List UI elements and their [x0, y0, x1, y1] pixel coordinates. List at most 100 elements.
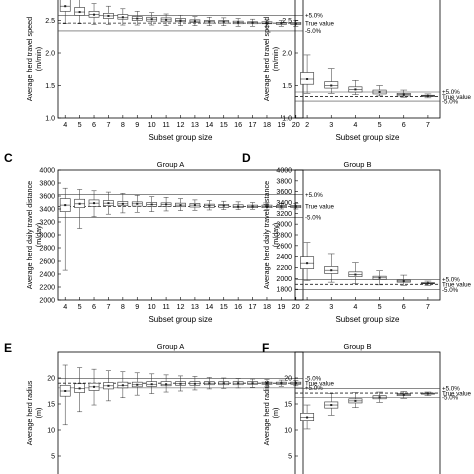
mean-marker — [265, 382, 268, 385]
y-tick-label: 2400 — [276, 254, 292, 261]
x-axis-label: Subset group size — [335, 315, 400, 324]
panel-d: +5.0%True value-5.0%2 3 4 5 6 740003800360034… — [242, 151, 472, 324]
mean-marker — [179, 19, 182, 22]
mean-marker — [294, 22, 297, 25]
x-tick-label: 14 — [205, 120, 213, 129]
y-axis-label-unit: (m) — [271, 408, 280, 419]
panel-letter: E — [4, 341, 12, 355]
y-tick-label: 4000 — [276, 168, 292, 175]
reference-label: -5.0% — [305, 376, 322, 383]
y-axis-label: Average herd daily travel distance(m/day… — [25, 181, 43, 289]
mean-marker — [402, 93, 405, 96]
mean-marker — [165, 383, 168, 386]
y-axis-label: Average herd radius(m) — [25, 380, 43, 445]
mean-marker — [107, 14, 110, 17]
x-axis-label: Subset group size — [335, 133, 400, 142]
plot-frame — [294, 169, 441, 301]
x-tick-label: 10 — [148, 120, 156, 129]
x-tick-label: 7 — [106, 120, 110, 129]
x-tick-label: 11 — [162, 120, 169, 129]
x-tick-label: 2 — [305, 120, 309, 129]
mean-marker — [330, 404, 333, 407]
y-tick-label: 1.0 — [282, 116, 292, 123]
y-tick-label: 1.0 — [45, 116, 55, 123]
mean-marker — [222, 382, 225, 385]
mean-marker — [237, 205, 240, 208]
y-tick-label: 5 — [51, 454, 55, 461]
x-tick-label: 17 — [249, 120, 257, 129]
mean-marker — [378, 276, 381, 279]
mean-marker — [330, 269, 333, 272]
mean-marker — [251, 382, 254, 385]
mean-marker — [136, 202, 139, 205]
y-tick-label: 2200 — [39, 285, 55, 292]
x-tick-label: 13 — [191, 302, 199, 311]
x-tick-label: 15 — [220, 120, 228, 129]
y-tick-label: 1.5 — [45, 83, 55, 90]
x-tick-label: 18 — [263, 120, 271, 129]
x-tick-label: 2 — [305, 302, 309, 311]
y-tick-label: 2200 — [276, 265, 292, 272]
y-tick-label: 3200 — [39, 220, 55, 227]
x-tick-label: 6 — [92, 302, 96, 311]
y-tick-label: 20 — [47, 376, 55, 383]
y-axis-label-text: Average herd daily travel distance — [25, 181, 34, 289]
y-tick-label: 3000 — [39, 233, 55, 240]
mean-marker — [265, 205, 268, 208]
x-tick-label: 4 — [353, 302, 357, 311]
panel-title: Group B — [344, 342, 372, 351]
mean-marker — [330, 84, 333, 87]
mean-marker — [237, 21, 240, 24]
mean-marker — [280, 382, 283, 385]
mean-marker — [306, 78, 309, 80]
y-tick-label: 2600 — [276, 243, 292, 250]
x-tick-label: 7 — [426, 302, 430, 311]
x-tick-label: 19 — [277, 120, 285, 129]
x-tick-label: 15 — [220, 302, 228, 311]
panel-a: +5.0%True value-5.0% 4 5 6 7 8 9 10 11 12 13 14 15 16… — [25, 0, 335, 142]
mean-marker — [354, 88, 357, 91]
reference-label: True value — [442, 94, 472, 101]
y-tick-label: 4000 — [39, 168, 55, 175]
y-tick-label: 3600 — [39, 194, 55, 201]
y-axis-label-text: Average herd travel speed — [262, 17, 271, 101]
mean-marker — [306, 416, 309, 419]
x-tick-label: 11 — [162, 302, 169, 311]
x-tick-label: 4 — [63, 120, 67, 129]
mean-marker — [265, 22, 268, 25]
y-tick-label: 3400 — [39, 207, 55, 214]
y-tick-label: 3000 — [276, 222, 292, 229]
x-tick-label: 6 — [92, 120, 96, 129]
y-tick-label: 1.5 — [282, 83, 292, 90]
x-axis-label: Subset group size — [148, 315, 213, 324]
mean-marker — [402, 393, 405, 396]
x-tick-label: 7 — [106, 302, 110, 311]
panel-title: Group A — [157, 342, 185, 351]
mean-marker — [150, 18, 153, 21]
reference-label: True value — [442, 281, 472, 288]
y-tick-label: 10 — [284, 428, 292, 435]
x-tick-label: 7 — [426, 120, 430, 129]
y-tick-label: 3400 — [276, 200, 292, 207]
mean-marker — [193, 204, 196, 207]
mean-marker — [64, 5, 67, 8]
y-axis-label-unit: (m) — [34, 408, 43, 419]
mean-marker — [378, 396, 381, 399]
y-tick-label: 2600 — [39, 259, 55, 266]
y-tick-label: 15 — [284, 402, 292, 409]
mean-marker — [64, 204, 67, 207]
mean-marker — [150, 203, 153, 206]
x-tick-label: 16 — [234, 302, 242, 311]
reference-label: True value — [305, 20, 335, 27]
y-tick-label: 3800 — [39, 181, 55, 188]
y-tick-label: 3200 — [276, 211, 292, 218]
y-axis-label: Average herd radius(m) — [262, 380, 280, 445]
x-tick-label: 17 — [249, 302, 257, 311]
x-tick-label: 8 — [121, 302, 125, 311]
reference-label: -5.0% — [305, 215, 322, 222]
y-tick-label: 10 — [47, 428, 55, 435]
reference-label: +5.0% — [305, 192, 323, 199]
mean-marker — [208, 204, 211, 207]
y-tick-label: 3800 — [276, 178, 292, 185]
y-axis-label-unit: (m/min) — [34, 47, 43, 71]
